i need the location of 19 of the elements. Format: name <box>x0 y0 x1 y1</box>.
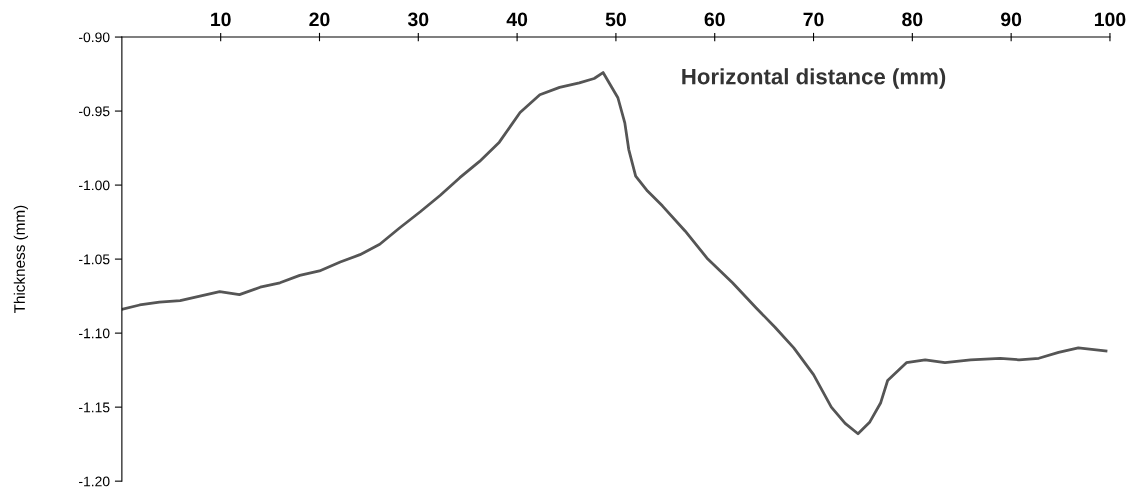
y-tick-label: -0.95 <box>79 106 110 117</box>
x-tick-label: 100 <box>1094 12 1126 27</box>
x-tick-label: 90 <box>1001 12 1022 27</box>
y-tick-label: -1.20 <box>79 476 110 487</box>
x-tick-label: 60 <box>704 12 725 27</box>
x-tick-label: 30 <box>407 12 429 27</box>
y-tick-label: -1.00 <box>79 180 110 191</box>
x-tick-label: 10 <box>211 12 231 27</box>
y-tick-label: -1.05 <box>79 254 110 265</box>
y-tick-label: -1.10 <box>79 328 110 339</box>
x-tick-label: 20 <box>309 12 330 27</box>
x-tick-label: 80 <box>902 12 923 27</box>
x-axis-title: Horizontal distance (mm) <box>682 68 946 89</box>
y-tick-label: -1.15 <box>79 402 110 413</box>
x-tick-label: 40 <box>506 12 528 27</box>
y-axis-title: Thickness (mm) <box>13 205 28 314</box>
x-tick-label: 50 <box>605 12 626 27</box>
y-tick-label: -0.90 <box>79 32 110 43</box>
x-tick-label: 70 <box>803 12 824 27</box>
